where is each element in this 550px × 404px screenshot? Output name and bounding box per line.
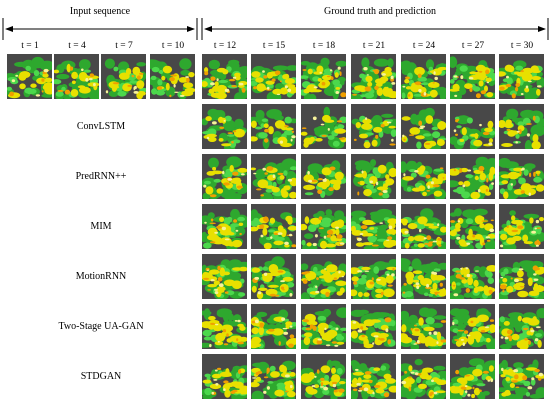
output-step-label: t = 15: [262, 41, 286, 51]
output-step-label: t = 24: [412, 41, 436, 51]
input-frame: [54, 54, 99, 99]
prediction-frame: [301, 254, 346, 299]
input-frame: [150, 54, 195, 99]
prediction-frame: [401, 204, 446, 249]
prediction-frame: [499, 254, 544, 299]
input-step-label: t = 10: [161, 41, 185, 51]
prediction-frame: [450, 154, 495, 199]
prediction-frame: [450, 304, 495, 349]
prediction-frame: [401, 254, 446, 299]
prediction-frame: [499, 354, 544, 399]
output-step-label: t = 30: [510, 41, 534, 51]
prediction-frame: [351, 154, 396, 199]
model-label: Two-Stage UA-GAN: [58, 321, 144, 332]
output-step-label: t = 12: [213, 41, 237, 51]
ground-truth-label: Ground truth and prediction: [324, 6, 436, 17]
model-label: STDGAN: [80, 371, 122, 382]
prediction-frame: [351, 354, 396, 399]
prediction-frame: [499, 304, 544, 349]
ground-truth-frame: [301, 54, 346, 99]
prediction-frame: [351, 254, 396, 299]
prediction-frame: [499, 154, 544, 199]
prediction-frame: [351, 304, 396, 349]
prediction-frame: [202, 154, 247, 199]
ground-truth-frame: [351, 54, 396, 99]
model-label: MIM: [90, 221, 112, 232]
ground-truth-frame: [202, 54, 247, 99]
prediction-frame: [202, 254, 247, 299]
model-label: MotionRNN: [75, 271, 127, 282]
model-label: PredRNN++: [75, 171, 127, 182]
prediction-frame: [251, 154, 296, 199]
ground-truth-frame: [251, 54, 296, 99]
input-frame: [101, 54, 146, 99]
prediction-frame: [202, 354, 247, 399]
prediction-frame: [202, 204, 247, 249]
prediction-frame: [401, 104, 446, 149]
prediction-frame: [401, 154, 446, 199]
prediction-frame: [301, 104, 346, 149]
ground-truth-frame: [450, 54, 495, 99]
prediction-frame: [251, 254, 296, 299]
prediction-frame: [251, 354, 296, 399]
prediction-frame: [301, 304, 346, 349]
prediction-frame: [202, 304, 247, 349]
prediction-frame: [251, 204, 296, 249]
output-step-label: t = 21: [362, 41, 386, 51]
prediction-frame: [301, 204, 346, 249]
prediction-frame: [450, 104, 495, 149]
prediction-frame: [301, 354, 346, 399]
output-step-label: t = 18: [312, 41, 336, 51]
prediction-frame: [401, 354, 446, 399]
prediction-frame: [499, 104, 544, 149]
ground-truth-frame: [499, 54, 544, 99]
input-step-label: t = 1: [21, 41, 39, 51]
input-frame: [7, 54, 52, 99]
prediction-frame: [450, 354, 495, 399]
input-step-label: t = 4: [68, 41, 86, 51]
prediction-frame: [450, 204, 495, 249]
prediction-frame: [351, 104, 396, 149]
prediction-frame: [401, 304, 446, 349]
ground-truth-frame: [401, 54, 446, 99]
model-label: ConvLSTM: [76, 121, 126, 132]
prediction-frame: [251, 304, 296, 349]
prediction-frame: [351, 204, 396, 249]
prediction-frame: [251, 104, 296, 149]
prediction-frame: [450, 254, 495, 299]
prediction-frame: [202, 104, 247, 149]
input-step-label: t = 7: [115, 41, 133, 51]
prediction-frame: [301, 154, 346, 199]
ground-truth-arrow: [201, 18, 549, 40]
input-sequence-label: Input sequence: [69, 6, 131, 17]
input-sequence-arrow: [2, 18, 198, 40]
prediction-frame: [499, 204, 544, 249]
output-step-label: t = 27: [461, 41, 485, 51]
